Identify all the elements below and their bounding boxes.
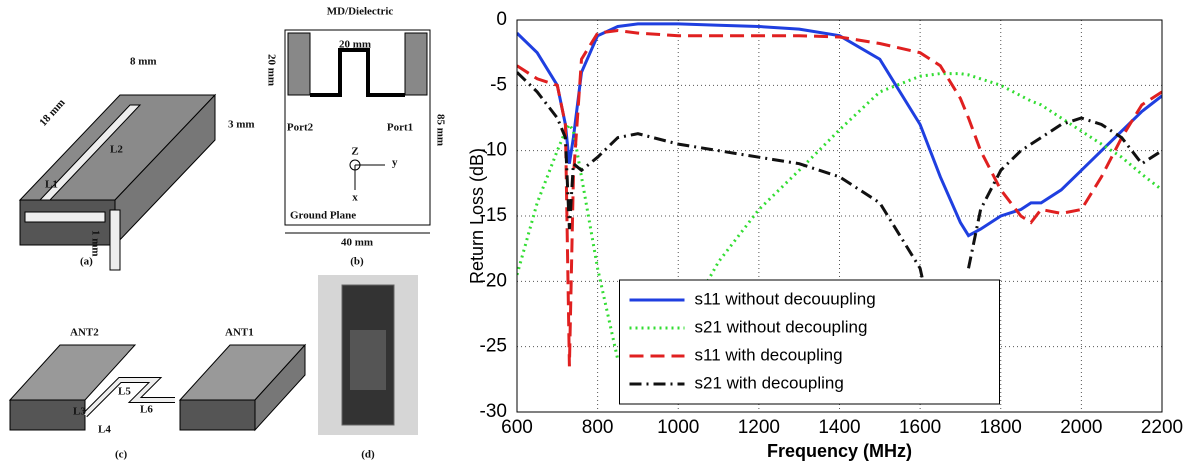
port-label: Port2 bbox=[287, 122, 314, 134]
y-tick-label: -15 bbox=[480, 205, 507, 226]
label: MD/Dielectric bbox=[327, 6, 394, 18]
dim-label: L5 bbox=[118, 386, 131, 398]
chart: -30 -25 -20 -15 -10 -5 0 600 800 1000 1200 1400 1600… bbox=[467, 9, 1183, 461]
caption: (b) bbox=[350, 256, 364, 268]
dim-label: L2 bbox=[110, 144, 123, 156]
antenna-b: MD/Dielectric 20 mm 20 mm 85 mm Port2 Po… bbox=[265, 6, 446, 268]
antenna-a: 8 mm 18 mm 3 mm L2 L1 1 mm (a) bbox=[18, 56, 255, 271]
dim-label: L6 bbox=[140, 404, 153, 416]
dim-label: L4 bbox=[98, 424, 111, 436]
legend-label: s11 with decoupling bbox=[695, 345, 843, 364]
x-tick-label: 1000 bbox=[657, 417, 699, 438]
caption: (d) bbox=[361, 449, 375, 461]
y-tick-label: -30 bbox=[480, 401, 507, 422]
caption: (a) bbox=[80, 256, 93, 268]
y-tick-label: 0 bbox=[496, 9, 507, 30]
series-line bbox=[517, 71, 1162, 361]
dim-label: 18 mm bbox=[37, 97, 67, 129]
series-line bbox=[517, 22, 1162, 238]
label: Ground Plane bbox=[290, 210, 356, 222]
dim-label: 40 mm bbox=[341, 237, 373, 249]
x-tick-label: 2200 bbox=[1141, 417, 1183, 438]
legend-label: s21 with decoupling bbox=[695, 373, 844, 392]
dim-label: L1 bbox=[45, 179, 58, 191]
label: ANT2 bbox=[70, 327, 99, 339]
y-tick-label: -20 bbox=[480, 270, 507, 291]
dim-label: 85 mm bbox=[434, 114, 446, 146]
y-tick-label: -10 bbox=[480, 140, 507, 161]
y-tick-label: -25 bbox=[480, 336, 507, 357]
x-tick-label: 800 bbox=[582, 417, 614, 438]
x-axis-label: Frequency (MHz) bbox=[767, 441, 912, 461]
dim-label: 1 mm bbox=[89, 230, 101, 257]
x-tick-label: 600 bbox=[501, 417, 533, 438]
axis-label: y bbox=[392, 157, 398, 169]
dim-label: 8 mm bbox=[130, 56, 157, 68]
series-line bbox=[517, 72, 1162, 361]
axis-label: Z bbox=[351, 146, 358, 158]
dim-label: 20 mm bbox=[339, 39, 371, 51]
plot-frame bbox=[516, 19, 1163, 413]
x-tick-label: 1200 bbox=[738, 417, 780, 438]
x-tick-label: 2000 bbox=[1060, 417, 1102, 438]
y-axis-label: Return Loss (dB) bbox=[467, 148, 487, 284]
antenna-c: ANT2 ANT1 L5 L6 L3 L4 (c) bbox=[8, 327, 307, 461]
dim-label: 20 mm bbox=[265, 54, 277, 86]
port-label: Port1 bbox=[387, 122, 413, 134]
dim-label: L3 bbox=[73, 406, 86, 418]
caption: (c) bbox=[115, 449, 128, 461]
dim-label: 3 mm bbox=[228, 119, 255, 131]
x-tick-label: 1800 bbox=[980, 417, 1022, 438]
x-tick-label: 1600 bbox=[899, 417, 941, 438]
axis-label: x bbox=[352, 192, 358, 204]
legend-label: s11 without decouupling bbox=[695, 289, 876, 308]
y-tick-label: -5 bbox=[490, 74, 507, 95]
photo-d: (d) bbox=[318, 275, 418, 461]
legend-label: s21 without decoupling bbox=[695, 317, 868, 336]
x-tick-label: 1400 bbox=[818, 417, 860, 438]
label: ANT1 bbox=[225, 327, 254, 339]
